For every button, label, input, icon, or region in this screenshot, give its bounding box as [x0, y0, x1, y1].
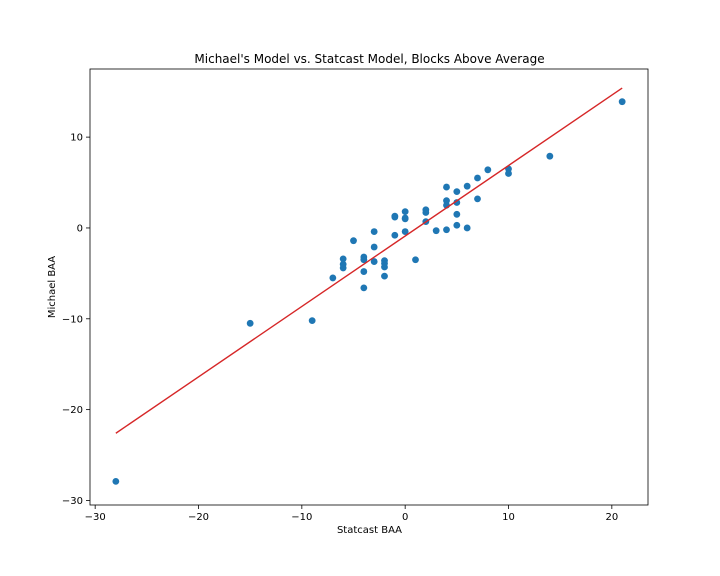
y-axis-label: Michael BAA	[47, 256, 58, 318]
data-point	[381, 272, 388, 280]
data-point	[474, 174, 481, 182]
data-point	[463, 182, 471, 190]
x-tick-label: −20	[188, 512, 209, 523]
chart-title: Michael's Model vs. Statcast Model, Bloc…	[194, 52, 544, 66]
data-point	[443, 183, 450, 191]
fit-line	[115, 87, 623, 434]
plot-area: −30 −20 −10 0 10 20 −30 −20 −10 0 10	[62, 68, 649, 523]
data-point	[618, 98, 626, 106]
data-point	[370, 228, 378, 235]
y-tick-label: −10	[62, 314, 83, 325]
data-point	[401, 208, 409, 216]
data-point	[505, 170, 512, 177]
data-point	[474, 195, 481, 203]
data-point	[360, 268, 368, 275]
data-point	[360, 256, 368, 264]
data-point	[412, 256, 419, 264]
data-point	[350, 237, 357, 245]
data-point	[308, 317, 316, 325]
data-point	[463, 224, 471, 232]
x-tick-label: −10	[291, 512, 312, 523]
data-point	[453, 210, 461, 218]
data-point	[381, 263, 388, 271]
data-point	[453, 188, 461, 196]
data-point	[401, 215, 409, 223]
x-tick-label: 10	[502, 512, 515, 523]
data-point	[339, 255, 347, 263]
data-point	[370, 258, 378, 265]
y-tick-label: −20	[62, 405, 83, 416]
y-tick-label: −30	[62, 496, 83, 507]
data-point	[112, 477, 120, 485]
y-tick-label: 0	[77, 223, 83, 234]
data-point	[432, 227, 440, 235]
data-point	[453, 199, 461, 206]
x-axis-label: Statcast BAA	[337, 525, 402, 536]
data-point	[329, 274, 337, 282]
data-point	[484, 166, 492, 174]
x-tick-label: 20	[605, 512, 618, 523]
data-point	[370, 243, 378, 251]
data-point	[391, 212, 399, 220]
y-tick-label: 10	[70, 133, 83, 144]
x-tick-label: 0	[402, 512, 408, 523]
data-point	[546, 152, 554, 160]
data-point	[391, 231, 399, 239]
data-point	[401, 228, 409, 235]
data-point	[443, 226, 450, 234]
plot-frame	[89, 68, 649, 506]
data-point	[339, 264, 347, 272]
data-point	[360, 284, 368, 292]
data-point	[453, 221, 461, 229]
data-point	[422, 209, 430, 216]
data-point	[246, 319, 254, 327]
x-tick-label: −30	[85, 512, 106, 523]
